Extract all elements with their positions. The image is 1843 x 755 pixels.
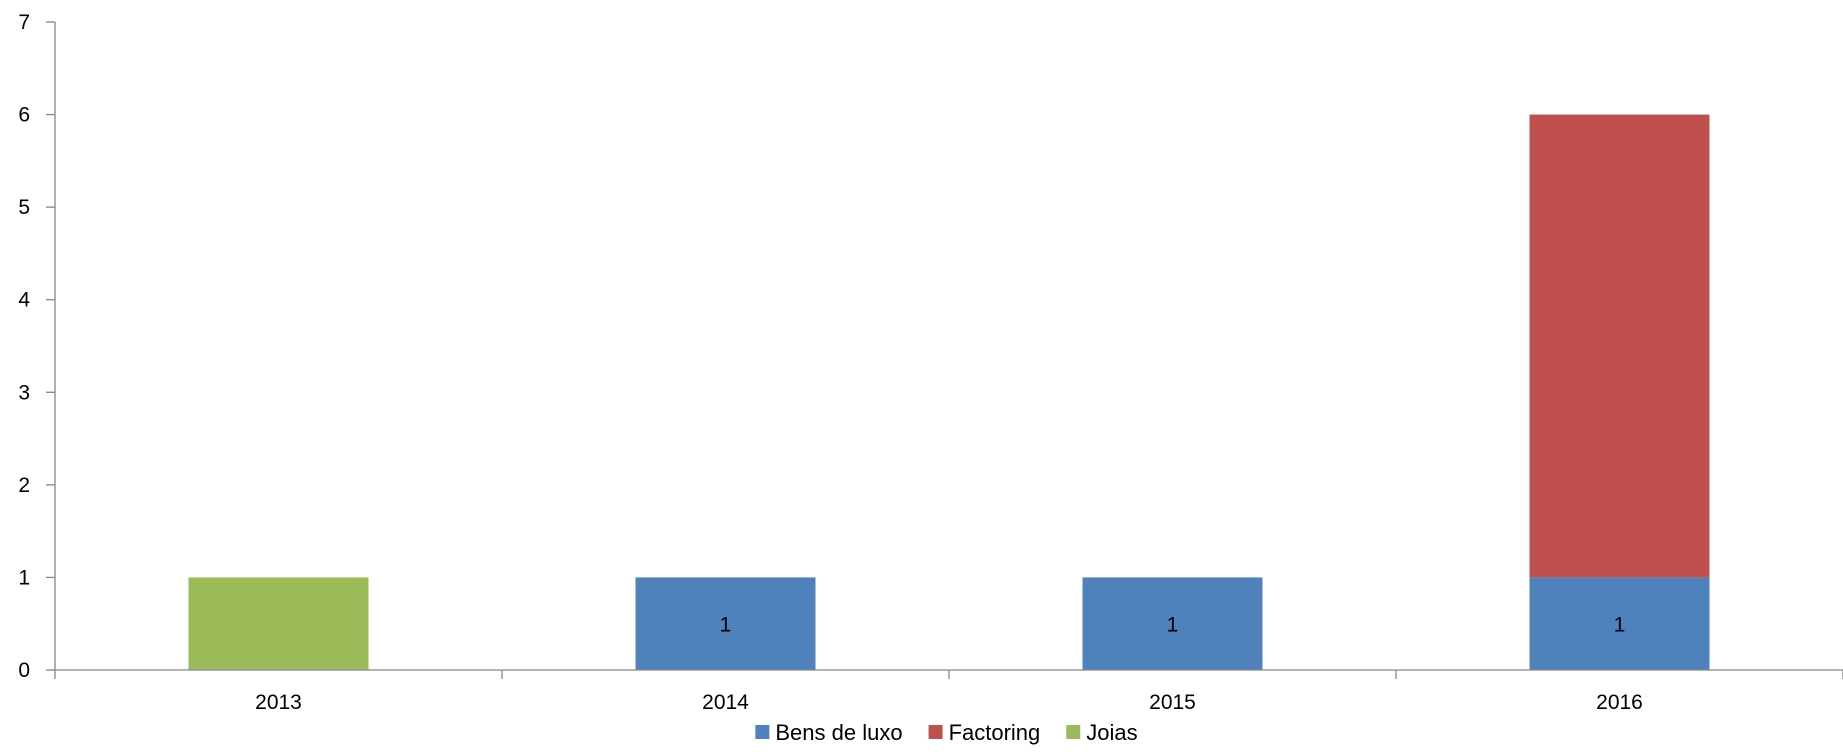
y-tick-label: 1: [18, 566, 30, 589]
y-tick-label: 6: [18, 104, 30, 127]
data-label: 1: [1167, 614, 1179, 637]
legend: Bens de luxo Factoring Joias: [755, 720, 1138, 745]
data-label: 1: [720, 614, 732, 637]
bars-layer: [188, 114, 1710, 670]
y-tick-label: 0: [18, 659, 30, 682]
bar-bens-de-luxo: [635, 577, 816, 670]
legend-swatch: [755, 725, 770, 739]
x-tick-label: 2013: [255, 691, 302, 714]
legend-swatch: [1066, 725, 1081, 739]
x-tick-label: 2014: [702, 691, 749, 714]
legend-swatch: [928, 725, 943, 739]
y-tick-label: 5: [18, 196, 30, 219]
axes-layer: [46, 21, 1843, 679]
y-tick-label: 2: [18, 474, 30, 497]
bar-joias: [188, 577, 369, 670]
legend-label: Factoring: [949, 720, 1041, 745]
x-tick-label: 2015: [1149, 691, 1196, 714]
labels-layer: 0 1 2 3 4 5 6 7 2013 2014 2015 2016 1 1 1: [18, 11, 1643, 714]
legend-label: Joias: [1086, 720, 1137, 745]
y-tick-label: 4: [18, 289, 30, 312]
legend-label: Bens de luxo: [775, 720, 902, 745]
bar-bens-de-luxo: [1082, 577, 1263, 670]
bar-factoring: [1529, 114, 1710, 578]
x-tick-label: 2016: [1596, 691, 1643, 714]
y-tick-label: 3: [18, 381, 30, 404]
data-label: 1: [1614, 614, 1626, 637]
y-tick-label: 7: [18, 11, 30, 34]
bar-bens-de-luxo: [1529, 577, 1710, 670]
